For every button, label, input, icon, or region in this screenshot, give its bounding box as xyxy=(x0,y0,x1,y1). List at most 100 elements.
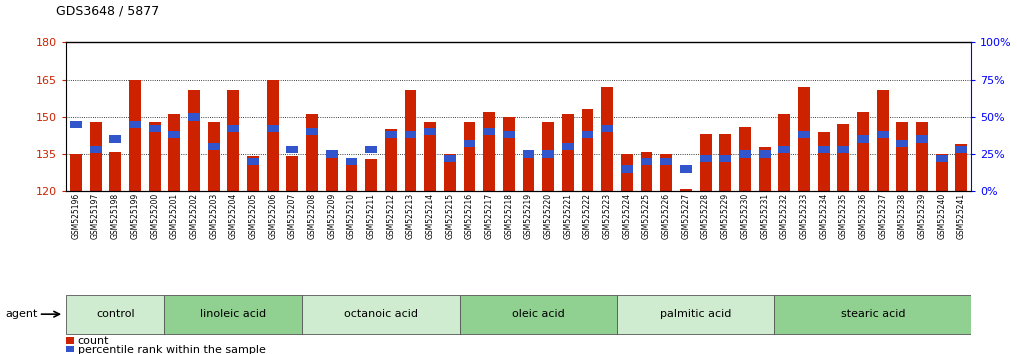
Bar xyxy=(424,128,436,135)
Bar xyxy=(464,122,475,191)
Bar xyxy=(325,154,338,191)
Bar xyxy=(857,135,869,143)
Bar xyxy=(759,147,771,191)
Bar xyxy=(837,146,849,153)
Bar xyxy=(346,158,357,165)
Bar xyxy=(896,122,908,191)
Bar xyxy=(129,120,141,128)
Bar xyxy=(424,122,436,191)
Bar xyxy=(798,131,810,138)
Bar xyxy=(778,114,790,191)
Bar xyxy=(582,109,594,191)
Bar xyxy=(601,87,613,191)
Bar xyxy=(582,131,594,138)
Bar xyxy=(739,150,751,158)
Bar xyxy=(641,158,653,165)
Bar xyxy=(562,143,574,150)
Bar xyxy=(621,165,633,172)
Bar xyxy=(70,120,81,128)
Bar xyxy=(110,152,121,191)
Bar xyxy=(660,158,672,165)
Bar xyxy=(877,131,889,138)
Text: control: control xyxy=(96,309,134,319)
Bar xyxy=(247,156,259,191)
Bar xyxy=(641,152,653,191)
Text: oleic acid: oleic acid xyxy=(512,309,564,319)
Bar xyxy=(384,131,397,138)
Bar xyxy=(365,159,377,191)
Bar xyxy=(405,90,416,191)
Bar xyxy=(818,132,830,191)
Bar xyxy=(956,144,967,191)
Bar xyxy=(483,128,495,135)
Bar xyxy=(542,122,554,191)
Bar xyxy=(89,146,102,153)
Bar xyxy=(110,135,121,143)
Bar xyxy=(228,90,239,191)
Bar xyxy=(617,295,775,334)
Text: palmitic acid: palmitic acid xyxy=(660,309,731,319)
Bar xyxy=(266,80,279,191)
Bar xyxy=(739,127,751,191)
Bar xyxy=(266,125,279,132)
Bar xyxy=(169,131,180,138)
Bar xyxy=(700,134,712,191)
Bar xyxy=(346,159,357,191)
Text: stearic acid: stearic acid xyxy=(841,309,905,319)
Bar xyxy=(228,125,239,132)
Bar xyxy=(956,146,967,153)
Bar xyxy=(601,125,613,132)
Bar xyxy=(916,122,928,191)
Bar xyxy=(325,150,338,158)
Bar xyxy=(148,122,161,191)
Bar xyxy=(443,155,456,162)
Bar xyxy=(916,135,928,143)
Bar xyxy=(169,114,180,191)
Bar xyxy=(247,158,259,165)
Bar xyxy=(207,122,220,191)
Bar xyxy=(287,146,298,153)
Bar xyxy=(503,117,515,191)
Bar xyxy=(464,140,475,147)
Bar xyxy=(562,114,574,191)
Text: GDS3648 / 5877: GDS3648 / 5877 xyxy=(56,5,160,18)
Bar xyxy=(778,146,790,153)
Bar xyxy=(680,189,692,191)
Bar xyxy=(523,152,534,191)
Text: count: count xyxy=(77,336,109,346)
Bar xyxy=(837,124,849,191)
Bar xyxy=(207,143,220,150)
Bar xyxy=(936,154,948,191)
Bar xyxy=(365,146,377,153)
Bar xyxy=(405,131,416,138)
Bar xyxy=(719,134,731,191)
Bar xyxy=(503,131,515,138)
Bar xyxy=(857,112,869,191)
Bar xyxy=(818,146,830,153)
Bar xyxy=(523,150,534,158)
Bar xyxy=(936,155,948,162)
Text: percentile rank within the sample: percentile rank within the sample xyxy=(77,344,265,354)
Bar xyxy=(542,150,554,158)
Bar xyxy=(483,112,495,191)
Bar xyxy=(680,165,692,172)
Bar xyxy=(188,90,200,191)
Bar xyxy=(66,337,74,344)
Bar xyxy=(302,295,460,334)
Bar xyxy=(129,80,141,191)
Bar xyxy=(660,154,672,191)
Bar xyxy=(306,114,318,191)
Bar xyxy=(877,90,889,191)
Bar xyxy=(89,122,102,191)
Bar xyxy=(719,155,731,162)
Bar xyxy=(306,128,318,135)
Bar xyxy=(775,295,971,334)
Bar xyxy=(66,295,165,334)
Bar xyxy=(148,125,161,132)
Bar xyxy=(384,129,397,191)
Text: octanoic acid: octanoic acid xyxy=(344,309,418,319)
Text: linoleic acid: linoleic acid xyxy=(200,309,266,319)
Bar xyxy=(66,346,74,353)
Bar xyxy=(70,154,81,191)
Bar xyxy=(188,113,200,120)
